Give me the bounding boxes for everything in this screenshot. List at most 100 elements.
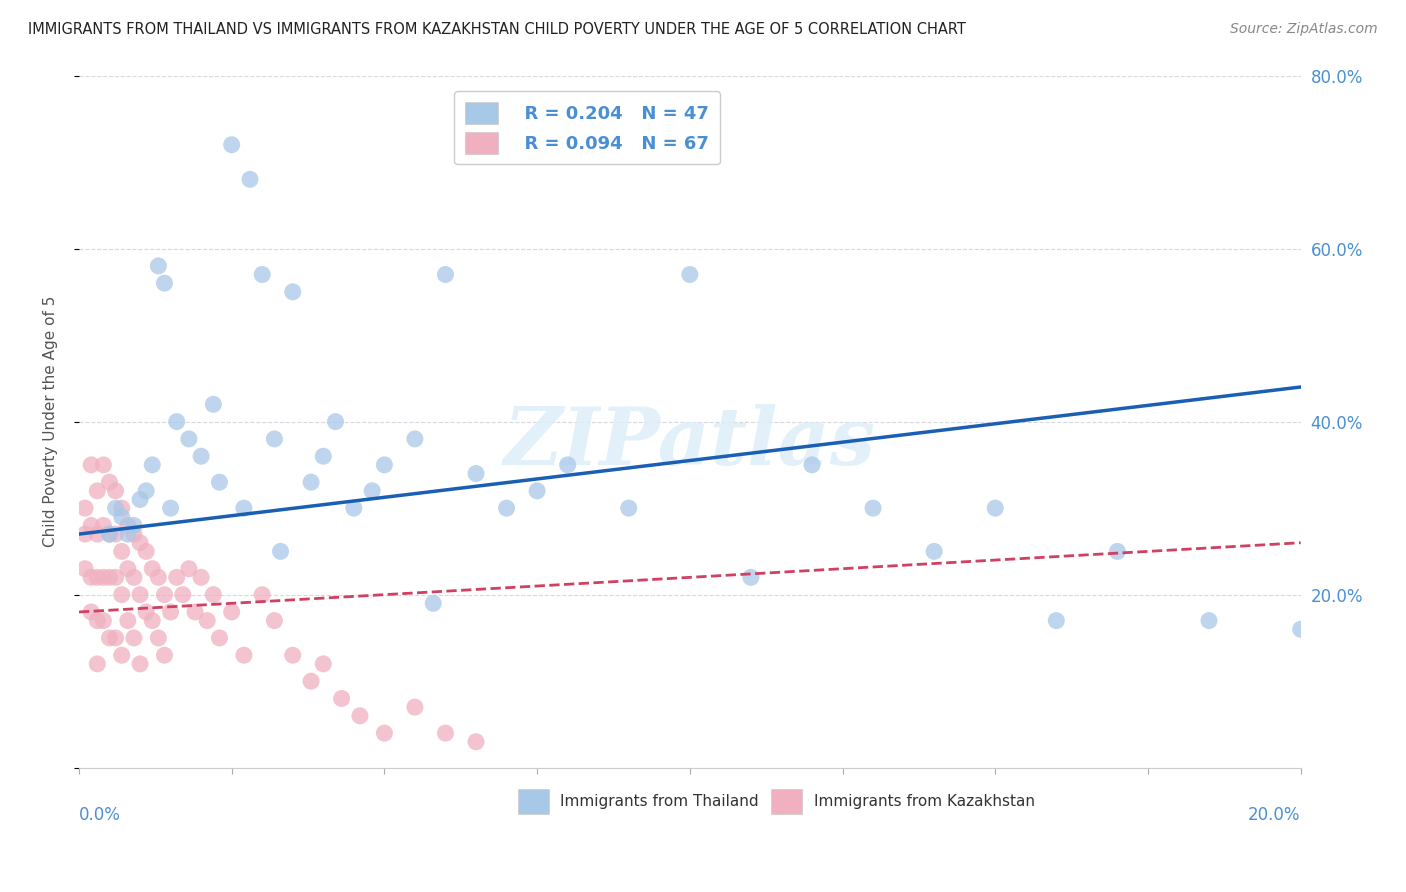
Point <box>250 588 273 602</box>
Point <box>93 570 115 584</box>
Point <box>153 648 176 663</box>
Point <box>190 449 212 463</box>
Point <box>93 614 115 628</box>
Point <box>1045 614 1067 628</box>
Point <box>177 432 200 446</box>
Point <box>312 657 335 671</box>
Point <box>86 570 108 584</box>
Point <box>208 475 231 490</box>
Point <box>141 458 163 472</box>
Point <box>122 631 145 645</box>
Point <box>177 562 200 576</box>
Point <box>239 172 262 186</box>
Point <box>361 483 384 498</box>
Text: ZIPatlas: ZIPatlas <box>503 403 876 481</box>
Point <box>148 570 170 584</box>
Point <box>465 467 488 481</box>
Text: 20.0%: 20.0% <box>1249 805 1301 824</box>
Point <box>232 648 254 663</box>
Point <box>159 501 181 516</box>
Point <box>465 735 488 749</box>
Point <box>281 285 304 299</box>
Point <box>166 415 188 429</box>
Point <box>98 631 121 645</box>
Point <box>80 570 103 584</box>
Point <box>325 415 347 429</box>
Point <box>129 588 152 602</box>
Point <box>343 501 366 516</box>
Point <box>73 501 96 516</box>
Text: IMMIGRANTS FROM THAILAND VS IMMIGRANTS FROM KAZAKHSTAN CHILD POVERTY UNDER THE A: IMMIGRANTS FROM THAILAND VS IMMIGRANTS F… <box>28 22 966 37</box>
Point <box>862 501 884 516</box>
Point <box>73 527 96 541</box>
Point <box>312 449 335 463</box>
Point <box>104 631 127 645</box>
Point <box>404 432 426 446</box>
Point <box>111 501 134 516</box>
Point <box>135 544 157 558</box>
Point <box>98 527 121 541</box>
Point <box>221 605 243 619</box>
Point <box>184 605 207 619</box>
Point <box>232 501 254 516</box>
Point <box>104 501 127 516</box>
Point <box>122 570 145 584</box>
Text: 0.0%: 0.0% <box>79 805 121 824</box>
Point <box>495 501 517 516</box>
Point <box>98 570 121 584</box>
Y-axis label: Child Poverty Under the Age of 5: Child Poverty Under the Age of 5 <box>44 296 58 548</box>
Point <box>80 518 103 533</box>
Point <box>263 432 285 446</box>
Point <box>98 527 121 541</box>
Point <box>801 458 824 472</box>
Text: Immigrants from Kazakhstan: Immigrants from Kazakhstan <box>814 794 1035 809</box>
Point <box>117 614 139 628</box>
Point <box>434 726 457 740</box>
Point <box>135 483 157 498</box>
Point <box>190 570 212 584</box>
Point <box>159 605 181 619</box>
Point <box>221 137 243 152</box>
Point <box>922 544 945 558</box>
Point <box>93 458 115 472</box>
Point <box>111 588 134 602</box>
Point <box>86 527 108 541</box>
Legend:   R = 0.204   N = 47,   R = 0.094   N = 67: R = 0.204 N = 47, R = 0.094 N = 67 <box>454 92 720 164</box>
Point <box>148 259 170 273</box>
Point <box>1107 544 1129 558</box>
Text: Source: ZipAtlas.com: Source: ZipAtlas.com <box>1230 22 1378 37</box>
Point <box>111 648 134 663</box>
Point <box>202 397 225 411</box>
Point <box>86 657 108 671</box>
Point <box>679 268 702 282</box>
Point <box>984 501 1007 516</box>
Point <box>526 483 548 498</box>
Point <box>166 570 188 584</box>
Point <box>373 726 395 740</box>
Point <box>93 518 115 533</box>
Point <box>250 268 273 282</box>
Point <box>135 605 157 619</box>
Point <box>557 458 579 472</box>
Point <box>740 570 762 584</box>
Point <box>617 501 640 516</box>
Point <box>270 544 292 558</box>
Point <box>129 535 152 549</box>
Point <box>80 605 103 619</box>
Point <box>299 674 322 689</box>
Point <box>141 562 163 576</box>
Point <box>141 614 163 628</box>
Point <box>281 648 304 663</box>
Point <box>73 562 96 576</box>
Point <box>404 700 426 714</box>
Point <box>117 527 139 541</box>
Point <box>122 518 145 533</box>
Point <box>208 631 231 645</box>
Point <box>1198 614 1220 628</box>
Point <box>111 509 134 524</box>
Point <box>104 527 127 541</box>
Point <box>104 570 127 584</box>
Point <box>299 475 322 490</box>
Point <box>117 518 139 533</box>
Point <box>263 614 285 628</box>
